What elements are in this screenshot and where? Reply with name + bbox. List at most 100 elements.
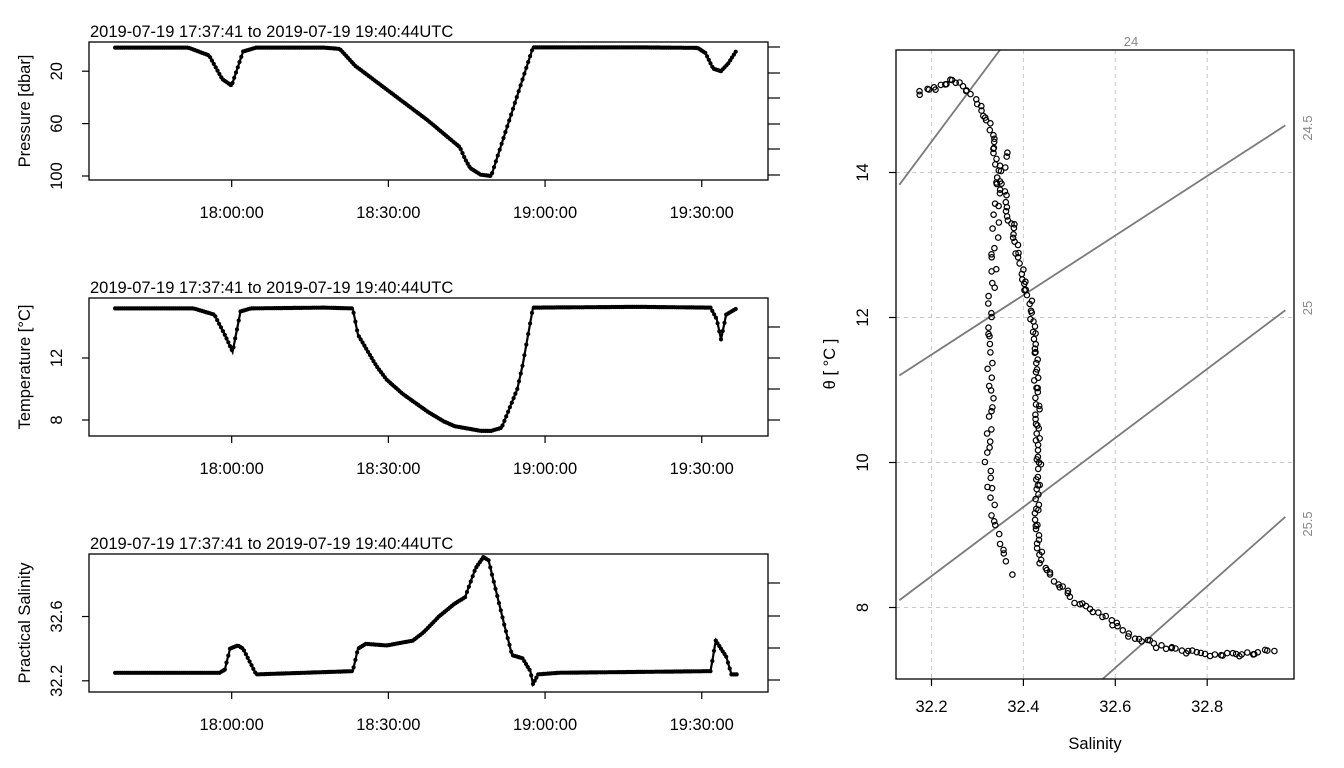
- data-point: [251, 666, 256, 672]
- ts-point: [985, 413, 993, 420]
- data-point: [495, 153, 500, 158]
- ts-points: [916, 76, 1278, 660]
- data-point: [349, 306, 354, 311]
- ts-point: [1033, 430, 1041, 437]
- ts-point: [977, 102, 985, 110]
- y-tick-label: 100: [48, 162, 66, 190]
- ts-point: [925, 86, 933, 93]
- x-tick-label: 19:30:00: [670, 204, 734, 222]
- ts-point: [916, 87, 923, 95]
- plot-frame: [895, 49, 1295, 680]
- data-point: [511, 396, 516, 401]
- data-point: [501, 135, 506, 141]
- ts-point: [1033, 476, 1040, 483]
- ts-point: [1032, 368, 1040, 376]
- ts-point: [1033, 544, 1041, 552]
- data-point: [241, 648, 247, 653]
- y-tick-label: 10: [854, 453, 872, 471]
- ts-point: [988, 407, 995, 415]
- data-point: [733, 49, 738, 54]
- ts-point: [1004, 149, 1011, 157]
- ts-point: [982, 116, 990, 124]
- ts-point: [1035, 402, 1043, 410]
- data-point: [233, 70, 239, 75]
- data-point: [509, 112, 514, 117]
- y-tick-label: 32.6: [48, 600, 66, 632]
- ts-point: [988, 426, 995, 433]
- data-point: [507, 642, 512, 648]
- data-point: [217, 321, 222, 326]
- x-tick-label: 32.4: [1007, 698, 1039, 716]
- ts-point: [1059, 583, 1067, 590]
- data-point: [208, 55, 213, 60]
- ts-point: [1197, 649, 1205, 657]
- data-point: [353, 319, 358, 324]
- data-point: [502, 418, 507, 423]
- ts-point: [989, 359, 996, 367]
- x-tick-label: 18:30:00: [356, 204, 420, 222]
- ts-point: [1064, 587, 1072, 595]
- data-point: [503, 629, 509, 634]
- data-point: [527, 667, 532, 672]
- data-point: [509, 649, 514, 654]
- data-point: [717, 329, 722, 334]
- ts-point: [1032, 522, 1040, 530]
- data-point: [506, 409, 511, 414]
- ts-point: [1033, 359, 1040, 367]
- ts-point: [1095, 609, 1102, 616]
- ts-point: [1102, 612, 1110, 620]
- data-series: [113, 304, 738, 433]
- ts-point: [1009, 571, 1016, 578]
- ts-point: [986, 340, 994, 348]
- data-point: [491, 579, 496, 584]
- ts-point: [994, 234, 1002, 241]
- y-tick-label: 20: [48, 62, 66, 80]
- ts-point: [1193, 648, 1201, 656]
- ts-point: [1146, 636, 1154, 644]
- plot-frame: [88, 297, 769, 437]
- ts-point: [985, 324, 992, 332]
- ts-point: [987, 494, 994, 502]
- x-tick-label: 18:00:00: [200, 204, 264, 222]
- ts-point: [990, 149, 997, 157]
- ts-point: [1003, 213, 1011, 220]
- data-point: [234, 327, 240, 332]
- y-tick-label: 8: [48, 415, 66, 424]
- data-point: [362, 343, 367, 348]
- data-point: [470, 574, 475, 579]
- data-point: [706, 57, 711, 62]
- ts-point: [1264, 647, 1271, 654]
- ts-point: [991, 135, 998, 143]
- ts-point: [962, 87, 970, 95]
- data-point: [725, 660, 731, 665]
- data-point: [493, 159, 498, 164]
- ts-point: [967, 90, 974, 98]
- ts-point: [1251, 650, 1258, 658]
- data-point: [502, 622, 507, 627]
- data-point: [526, 331, 531, 337]
- data-point: [529, 673, 534, 678]
- data-point: [498, 608, 503, 613]
- ts-point: [993, 180, 1001, 188]
- data-point: [351, 310, 356, 315]
- ts-point: [988, 313, 995, 321]
- ts-point: [1066, 593, 1074, 601]
- x-axis-label: Salinity: [1068, 735, 1122, 753]
- ts-point: [1031, 345, 1039, 353]
- y-axis-label: Temperature [°C]: [16, 305, 34, 430]
- ts-point: [989, 225, 996, 232]
- ts-point: [1014, 241, 1022, 249]
- data-point: [247, 659, 252, 664]
- ts-point: [1034, 481, 1042, 489]
- data-point: [224, 660, 229, 665]
- data-point: [515, 386, 520, 392]
- data-point: [460, 151, 465, 156]
- ts-point: [1030, 335, 1038, 343]
- data-point: [710, 308, 715, 313]
- ts-point: [984, 300, 992, 307]
- ts-point: [986, 444, 993, 451]
- data-point: [237, 59, 242, 65]
- data-point: [520, 363, 525, 368]
- ts-point: [1003, 153, 1011, 160]
- ts-point: [1229, 649, 1237, 657]
